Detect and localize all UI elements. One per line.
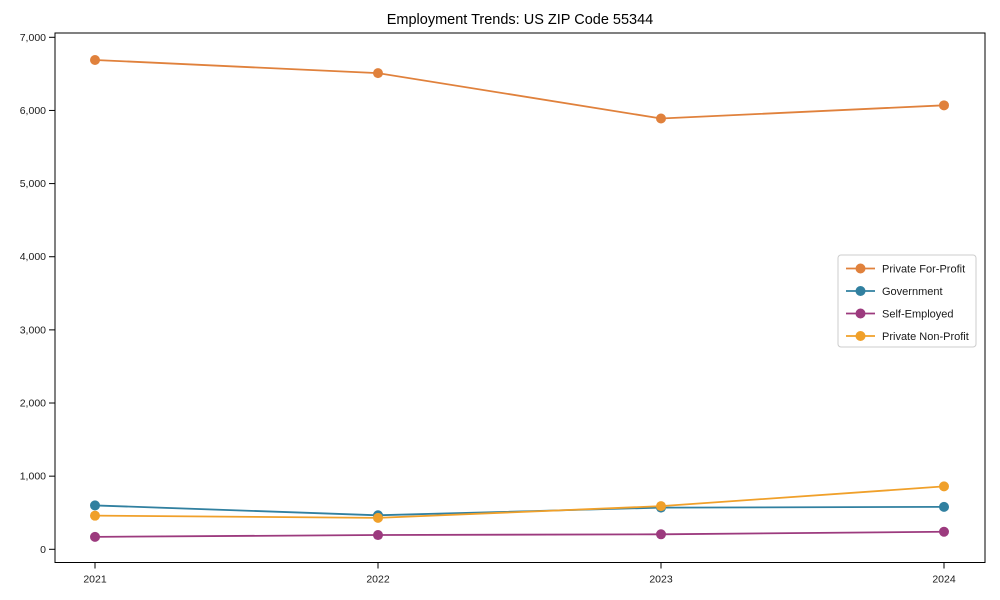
series-self-employed — [90, 526, 949, 542]
chart-title: Employment Trends: US ZIP Code 55344 — [387, 12, 654, 28]
plot-border — [54, 32, 986, 563]
series-line-private-for-profit — [94, 59, 945, 120]
x-tick-label: 2022 — [366, 574, 390, 586]
x-tick-label: 2023 — [649, 574, 673, 586]
data-point-government-2024 — [939, 501, 949, 512]
y-tick-label: 3,000 — [20, 324, 46, 336]
data-point-private-non-profit-2024 — [939, 481, 949, 492]
data-point-self-employed-2024 — [939, 526, 949, 537]
y-tick-label: 6,000 — [20, 105, 46, 117]
data-point-private-for-profit-2022 — [373, 68, 383, 79]
data-point-private-non-profit-2021 — [90, 510, 100, 521]
y-tick-label: 2,000 — [20, 398, 46, 410]
legend-marker-private-for-profit — [855, 263, 866, 274]
legend-label-government: Government — [882, 286, 943, 298]
data-point-private-for-profit-2024 — [939, 100, 949, 111]
y-tick-label: 7,000 — [20, 32, 46, 44]
y-tick-label: 1,000 — [20, 471, 46, 483]
legend-label-self-employed: Self-Employed — [882, 309, 954, 321]
data-point-self-employed-2022 — [373, 530, 383, 541]
legend-marker-government — [855, 286, 866, 296]
legend-box — [837, 254, 977, 348]
data-point-private-non-profit-2022 — [373, 512, 383, 523]
series-line-self-employed — [94, 530, 945, 538]
legend-marker-private-non-profit — [855, 331, 866, 341]
x-tick-label: 2024 — [932, 574, 956, 586]
data-point-self-employed-2021 — [90, 531, 100, 542]
y-tick-label: 5,000 — [20, 178, 46, 190]
series-line-private-non-profit — [94, 485, 945, 519]
legend-label-private-for-profit: Private For-Profit — [882, 264, 965, 276]
series-private-non-profit — [90, 481, 949, 523]
legend: Private For-Profit Government Self-Employe… — [837, 254, 977, 348]
series-line-government — [94, 504, 945, 517]
legend-marker-self-employed — [855, 308, 866, 319]
y-tick-label: 0 — [40, 544, 46, 556]
data-point-private-for-profit-2023 — [656, 113, 666, 124]
data-point-private-non-profit-2023 — [656, 501, 666, 512]
series-private-for-profit — [90, 54, 949, 124]
data-point-private-for-profit-2021 — [90, 54, 100, 65]
x-tick-label: 2021 — [83, 574, 107, 586]
legend-label-private-non-profit: Private Non-Profit — [882, 331, 969, 343]
data-point-self-employed-2023 — [656, 529, 666, 540]
y-tick-label: 4,000 — [20, 251, 46, 263]
data-point-government-2021 — [90, 500, 100, 511]
